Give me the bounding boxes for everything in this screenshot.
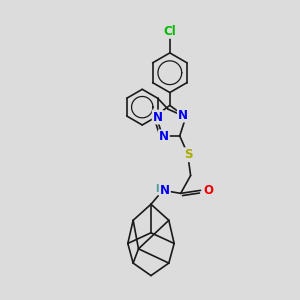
Text: N: N: [178, 109, 188, 122]
Text: O: O: [203, 184, 213, 197]
Text: N: N: [160, 184, 170, 197]
Text: Cl: Cl: [164, 25, 176, 38]
Text: S: S: [184, 148, 193, 161]
Text: H: H: [155, 184, 163, 194]
Text: N: N: [153, 111, 163, 124]
Text: N: N: [159, 130, 169, 143]
